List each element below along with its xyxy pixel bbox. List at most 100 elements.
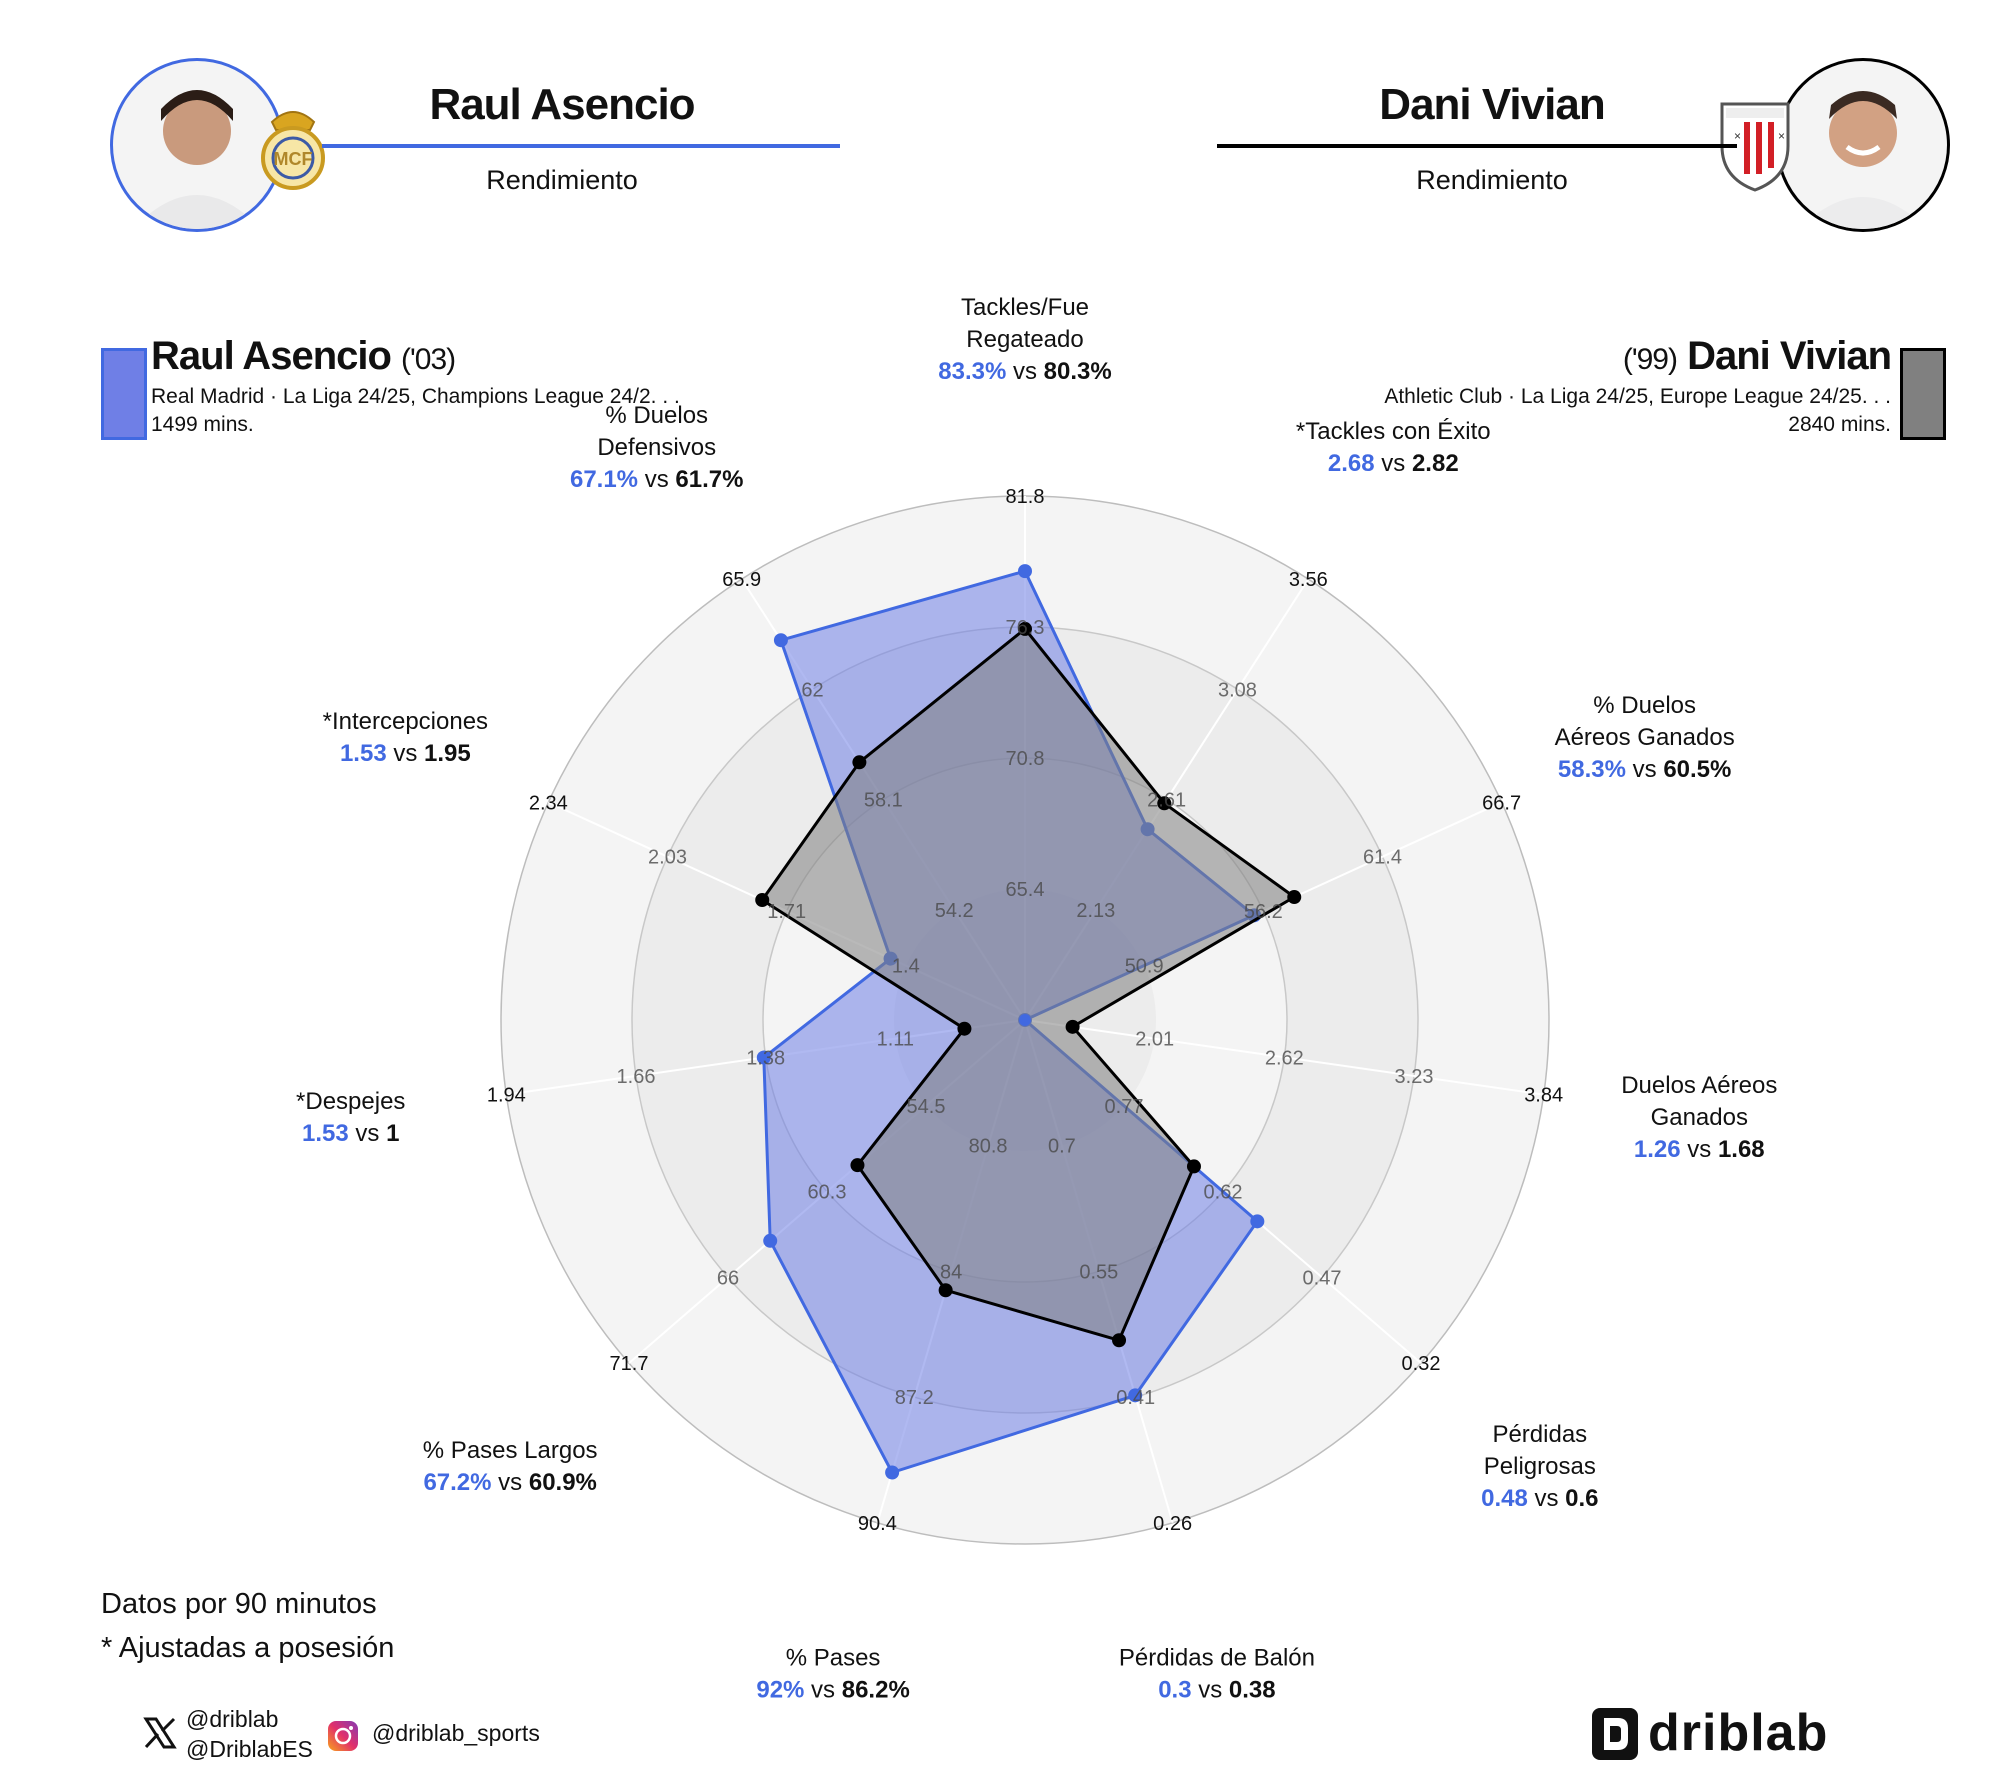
value-player2: 2.82 bbox=[1412, 450, 1459, 477]
svg-text:×: × bbox=[1734, 129, 1741, 143]
radar-tick-labels: 65.4 70.8 76.3 81.8 2.13 2.61 3.08 3.56 50.9 56.2… bbox=[487, 486, 1563, 1535]
value-vs: vs bbox=[638, 466, 675, 493]
axis-label: *Despejes bbox=[296, 1088, 405, 1115]
value-player1: 83.3% bbox=[938, 358, 1006, 385]
tick-label: 3.08 bbox=[1218, 679, 1257, 701]
tick-label: 60.3 bbox=[808, 1182, 847, 1204]
tick-label: 1.38 bbox=[746, 1047, 785, 1069]
axis-values: 1.53 vs 1 bbox=[302, 1120, 399, 1147]
tick-label: 66 bbox=[717, 1267, 739, 1289]
axis-values: 0.3 vs 0.38 bbox=[1158, 1677, 1275, 1704]
value-player1: 58.3% bbox=[1558, 756, 1626, 783]
axis-values: 1.53 vs 1.95 bbox=[340, 740, 471, 767]
tick-label: 62 bbox=[801, 679, 823, 701]
player2-name-text: Dani Vivian bbox=[1687, 334, 1892, 378]
value-player1: 1.53 bbox=[302, 1120, 349, 1147]
value-player1: 2.68 bbox=[1328, 450, 1375, 477]
tick-label: 2.61 bbox=[1147, 790, 1186, 812]
axis-values: 1.26 vs 1.68 bbox=[1634, 1136, 1765, 1163]
header-right-line bbox=[1217, 144, 1737, 148]
tick-label: 0.32 bbox=[1402, 1353, 1441, 1375]
axis-label: Defensivos bbox=[597, 434, 716, 461]
axis-label: % Pases Largos bbox=[423, 1437, 598, 1464]
axis-values: 92% vs 86.2% bbox=[756, 1677, 909, 1704]
value-player2: 61.7% bbox=[675, 466, 743, 493]
tick-label: 1.71 bbox=[767, 901, 806, 923]
header-right-subtitle: Rendimiento bbox=[1416, 165, 1568, 195]
radar-axis-labels: Tackles/Fue Regateado 83.3% vs 80.3% *Tackl… bbox=[296, 294, 1777, 1704]
instagram-handle[interactable]: @driblab_sports bbox=[372, 1720, 540, 1746]
value-vs: vs bbox=[1626, 756, 1663, 783]
tick-label: 80.8 bbox=[969, 1136, 1008, 1158]
radar-center-point bbox=[1019, 1014, 1031, 1026]
tick-label: 84 bbox=[940, 1261, 962, 1283]
player1-name-text: Raul Asencio bbox=[151, 334, 392, 378]
tick-label: 66.7 bbox=[1482, 792, 1521, 814]
tick-label: 58.1 bbox=[864, 790, 903, 812]
player1-competitions: Real Madrid · La Liga 24/25, Champions L… bbox=[151, 385, 680, 408]
tick-label: 0.26 bbox=[1153, 1513, 1192, 1535]
value-player1: 0.48 bbox=[1481, 1485, 1528, 1512]
series-player2-point bbox=[755, 892, 770, 907]
value-player2: 60.5% bbox=[1663, 756, 1731, 783]
axis-label: % Duelos bbox=[1593, 692, 1696, 719]
axis-label: % Duelos bbox=[605, 402, 708, 429]
player2-avatar bbox=[1776, 58, 1950, 232]
twitter-handle-2[interactable]: @DriblabES bbox=[186, 1736, 313, 1762]
series-player2-point bbox=[1112, 1333, 1127, 1348]
tick-label: 65.4 bbox=[1006, 879, 1045, 901]
real-madrid-crest-icon: MCF bbox=[258, 100, 328, 194]
series-player2-point bbox=[1157, 796, 1172, 811]
tick-label: 54.2 bbox=[935, 900, 974, 922]
value-vs: vs bbox=[1006, 358, 1043, 385]
value-player1: 1.53 bbox=[340, 740, 387, 767]
value-vs: vs bbox=[1192, 1677, 1229, 1704]
value-vs: vs bbox=[349, 1120, 386, 1147]
tick-label: 1.66 bbox=[617, 1066, 656, 1088]
axis-label: Pérdidas de Balón bbox=[1119, 1645, 1315, 1672]
player2-name: ('99) Dani Vivian bbox=[1623, 334, 1892, 379]
value-vs: vs bbox=[492, 1469, 529, 1496]
tick-label: 2.62 bbox=[1265, 1047, 1304, 1069]
axis-spoke bbox=[1024, 1019, 1544, 1096]
axis-label: Duelos Aéreos bbox=[1621, 1072, 1777, 1099]
radar-series bbox=[755, 564, 1302, 1480]
driblab-logo: driblab bbox=[1590, 1704, 1894, 1762]
axis-label: Pérdidas bbox=[1492, 1421, 1587, 1448]
tick-label: 81.8 bbox=[1006, 486, 1045, 508]
axis-label: Tackles/Fue bbox=[961, 294, 1089, 321]
axis-label: *Tackles con Éxito bbox=[1296, 418, 1491, 445]
value-vs: vs bbox=[1681, 1136, 1718, 1163]
tick-label: 2.13 bbox=[1076, 900, 1115, 922]
series-player1-point bbox=[756, 1050, 771, 1065]
series-player2-point bbox=[1065, 1019, 1080, 1034]
value-vs: vs bbox=[1375, 450, 1412, 477]
value-player2: 1.95 bbox=[424, 740, 471, 767]
tick-label: 76.3 bbox=[1006, 617, 1045, 639]
twitter-handle-1[interactable]: @driblab bbox=[186, 1706, 279, 1732]
athletic-club-crest-icon: × × bbox=[1716, 100, 1794, 192]
value-player2: 80.3% bbox=[1044, 358, 1112, 385]
footer-note-possession: * Ajustadas a posesión bbox=[101, 1632, 395, 1664]
axis-values: 83.3% vs 80.3% bbox=[938, 358, 1111, 385]
series-player2-point bbox=[1186, 1159, 1201, 1174]
series-player1-point bbox=[1128, 1388, 1143, 1403]
tick-label: 56.2 bbox=[1244, 901, 1283, 923]
player1-year: ('03) bbox=[401, 343, 456, 376]
value-player2: 86.2% bbox=[842, 1677, 910, 1704]
player1-legend-swatch bbox=[101, 348, 147, 440]
tick-label: 1.94 bbox=[487, 1085, 526, 1107]
tick-label: 54.5 bbox=[907, 1096, 946, 1118]
instagram-icon bbox=[327, 1720, 359, 1752]
axis-values: 2.68 vs 2.82 bbox=[1328, 450, 1459, 477]
player2-legend-swatch bbox=[1900, 348, 1946, 440]
series-player1-point bbox=[1250, 1214, 1265, 1229]
value-player2: 0.6 bbox=[1565, 1485, 1598, 1512]
axis-values: 67.1% vs 61.7% bbox=[570, 466, 743, 493]
tick-label: 71.7 bbox=[610, 1353, 649, 1375]
value-player1: 92% bbox=[756, 1677, 804, 1704]
axis-label: Peligrosas bbox=[1484, 1453, 1596, 1480]
tick-label: 90.4 bbox=[858, 1513, 897, 1535]
tick-label: 70.8 bbox=[1006, 748, 1045, 770]
driblab-logo-text: driblab bbox=[1648, 1706, 1828, 1762]
